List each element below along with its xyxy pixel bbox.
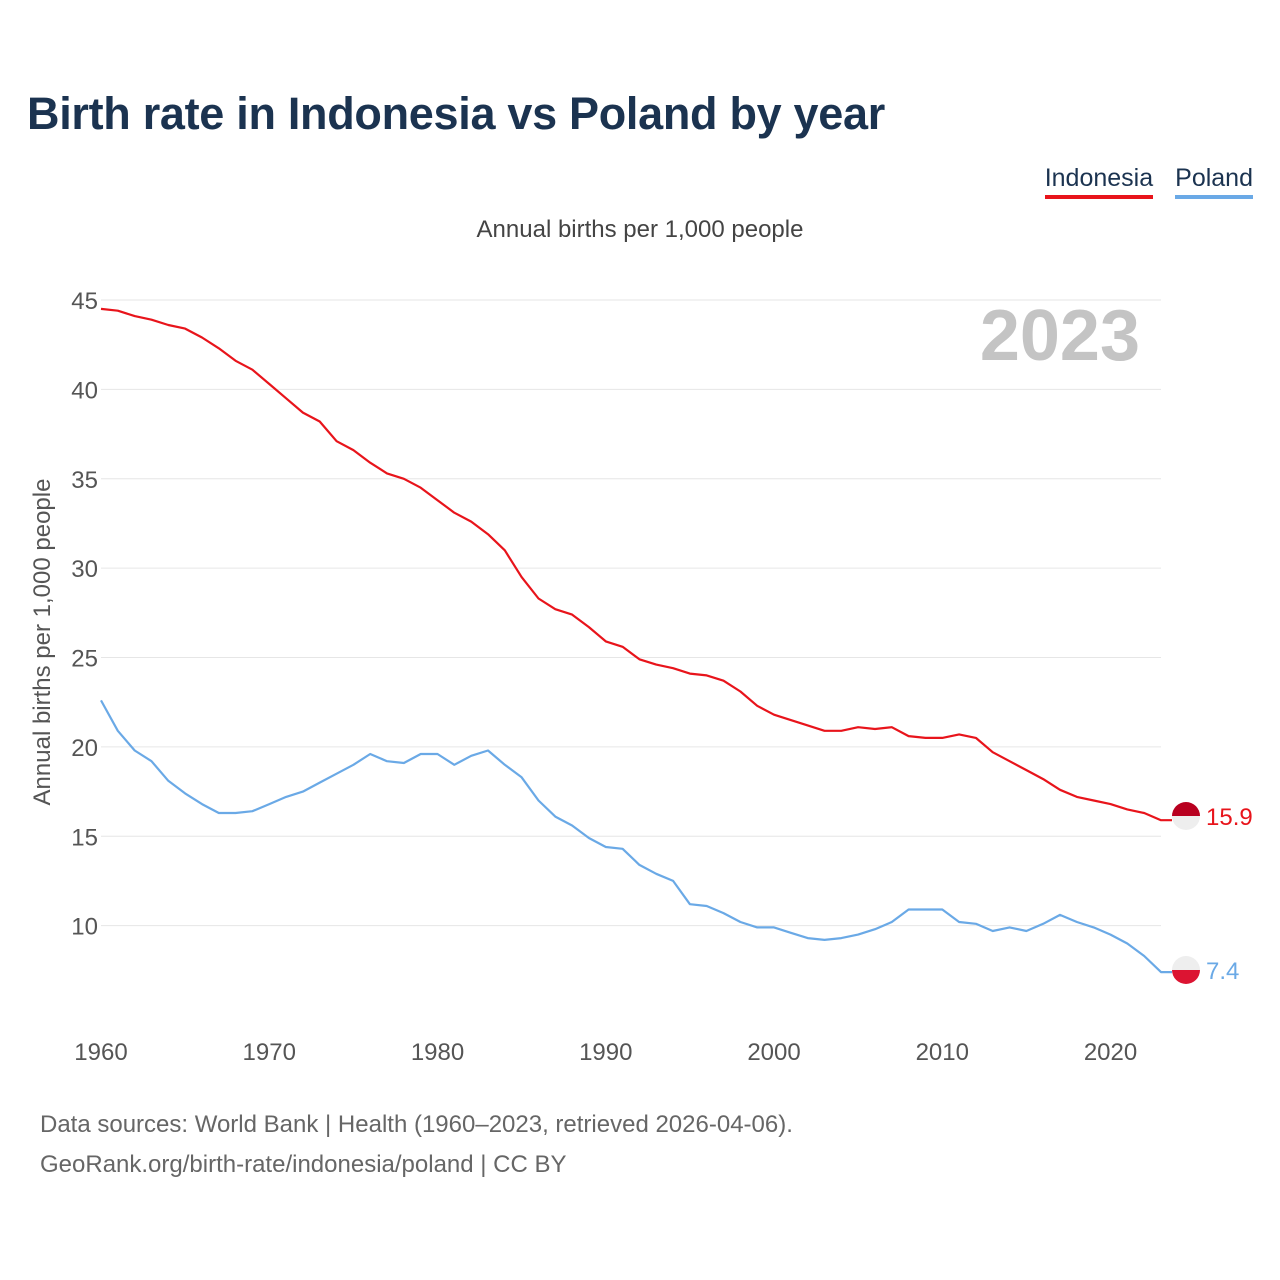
series-line-poland[interactable] xyxy=(100,699,1172,974)
end-value-label-indonesia: 15.9 xyxy=(1206,804,1253,831)
y-tick-label: 45 xyxy=(71,288,98,315)
legend-item-indonesia[interactable]: Indonesia xyxy=(1044,164,1154,199)
y-tick-label: 30 xyxy=(71,556,98,583)
x-tick-label: 2000 xyxy=(747,1039,800,1066)
series-line-indonesia[interactable] xyxy=(100,307,1172,822)
flags xyxy=(1172,802,1200,984)
end-value-label-poland: 7.4 xyxy=(1206,958,1239,985)
x-tick-label: 1970 xyxy=(243,1039,296,1066)
footer: Data sources: World Bank | Health (1960–… xyxy=(40,1105,793,1185)
year-watermark: 2023 xyxy=(980,296,1140,376)
chart-title: Birth rate in Indonesia vs Poland by yea… xyxy=(27,88,885,139)
footer-source: Data sources: World Bank | Health (1960–… xyxy=(40,1111,793,1138)
legend-item-poland[interactable]: Poland xyxy=(1175,164,1253,199)
y-tick-label: 15 xyxy=(71,824,98,851)
chart-subtitle: Annual births per 1,000 people xyxy=(476,216,804,243)
x-tick-label: 1960 xyxy=(74,1039,127,1066)
y-tick-label: 20 xyxy=(71,735,98,762)
legend: Indonesia Poland xyxy=(1044,164,1253,199)
flag-icon-poland xyxy=(1172,956,1200,984)
y-tick-label: 35 xyxy=(71,467,98,494)
y-tick-label: 25 xyxy=(71,646,98,673)
x-tick-label: 1980 xyxy=(411,1039,464,1066)
flag-icon-indonesia xyxy=(1172,802,1200,830)
footer-link[interactable]: GeoRank.org/birth-rate/indonesia/poland … xyxy=(40,1151,567,1178)
y-axis-label: Annual births per 1,000 people xyxy=(29,479,56,806)
x-tick-label: 2010 xyxy=(916,1039,969,1066)
x-tick-label: 2020 xyxy=(1084,1039,1137,1066)
y-tick-label: 40 xyxy=(71,377,98,404)
x-tick-label: 1990 xyxy=(579,1039,632,1066)
y-tick-label: 10 xyxy=(71,914,98,941)
